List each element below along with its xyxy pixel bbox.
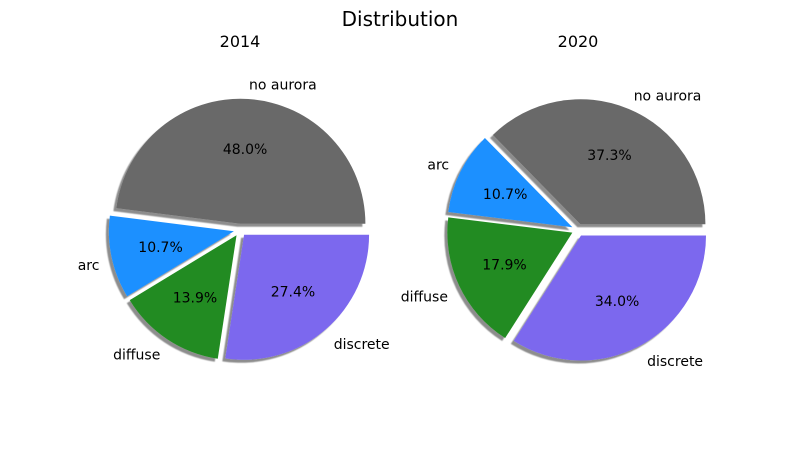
pct-label-2014-no-aurora: 48.0% <box>223 142 267 158</box>
slice-2014-discrete <box>225 234 370 360</box>
slice-2014-no-aurora <box>116 98 366 224</box>
category-label-2020-arc: arc <box>427 157 449 173</box>
category-label-2014-arc: arc <box>78 258 100 274</box>
category-label-2020-no-aurora: no aurora <box>634 88 702 104</box>
slice-2020-discrete <box>513 235 707 361</box>
category-label-2020-diffuse: diffuse <box>401 289 448 305</box>
pct-label-2014-arc: 10.7% <box>138 240 182 256</box>
pct-label-2014-diffuse: 13.9% <box>173 291 217 307</box>
pie-2014: 2014 48.0% no aurora 10.7% arc 13.9% diffuse 2… <box>78 32 390 364</box>
pie-title-2020: 2020 <box>558 32 599 51</box>
slice-2020-diffuse <box>447 217 573 339</box>
pie-title-2014: 2014 <box>220 32 261 51</box>
category-label-2014-discrete: discrete <box>334 337 390 353</box>
pct-label-2020-no-aurora: 37.3% <box>587 148 631 164</box>
pct-label-2014-discrete: 27.4% <box>271 285 315 301</box>
slice-2020-arc <box>448 137 573 228</box>
pct-label-2020-diffuse: 17.9% <box>482 258 526 274</box>
slice-2020-no-aurora <box>492 99 706 225</box>
figure-title: Distribution <box>342 7 459 31</box>
category-label-2020-discrete: discrete <box>647 354 703 370</box>
category-label-2014-diffuse: diffuse <box>113 348 160 364</box>
category-label-2014-no-aurora: no aurora <box>249 78 317 94</box>
slice-2014-arc <box>108 215 234 297</box>
pct-label-2020-arc: 10.7% <box>483 187 527 203</box>
pct-label-2020-discrete: 34.0% <box>595 294 639 310</box>
slice-2014-diffuse <box>129 235 237 359</box>
pie-2020: 2020 37.3% no aurora 10.7% arc 17.9% diffuse 3… <box>401 32 707 370</box>
